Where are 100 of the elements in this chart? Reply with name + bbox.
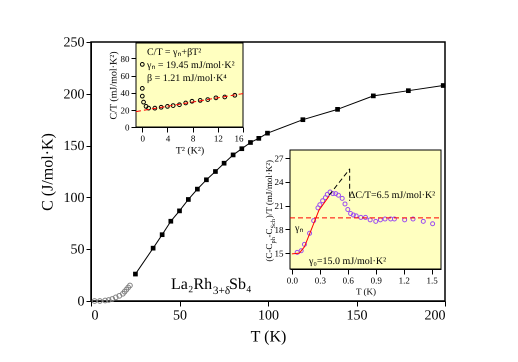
point <box>112 294 119 300</box>
point <box>348 210 354 216</box>
x-tick-label: 0.0 <box>286 276 298 286</box>
annotation: γₙ <box>294 223 304 234</box>
x-axis-title: T (K) <box>356 286 376 296</box>
point <box>186 197 191 202</box>
y-tick-label: 24 <box>274 177 284 188</box>
point <box>168 218 174 224</box>
point <box>410 216 416 222</box>
point <box>230 152 236 158</box>
point <box>109 296 116 302</box>
point <box>300 117 306 122</box>
x-tick-label: 0.3 <box>314 276 326 286</box>
point <box>298 248 304 254</box>
x-tick-label: 16 <box>234 134 244 144</box>
point <box>406 88 411 94</box>
point <box>140 94 145 99</box>
annotation: γ₀=15.0 mJ/mol·K² <box>308 256 386 267</box>
x-tick-label: 50 <box>173 308 187 324</box>
point <box>388 216 394 222</box>
x-axis-title: T² (K²) <box>176 146 204 156</box>
annotation: β = 1.21 mJ/mol·K⁴ <box>147 73 228 84</box>
point <box>378 217 383 222</box>
point <box>317 202 322 208</box>
point <box>141 100 146 105</box>
point <box>214 95 218 100</box>
point <box>183 100 188 106</box>
point <box>124 286 130 292</box>
y-tick-label: 0 <box>78 294 84 310</box>
y-tick-label: 20 <box>120 105 130 116</box>
point <box>106 297 112 303</box>
x-tick-label: 12 <box>214 134 223 144</box>
point <box>213 169 218 174</box>
x-axis-title: T (K) <box>250 328 286 346</box>
point <box>97 298 103 304</box>
y-tick-label: 80 <box>120 54 130 64</box>
point <box>170 103 176 108</box>
point <box>146 106 151 111</box>
point <box>140 62 145 67</box>
point <box>392 216 397 222</box>
y-tick-label: 15 <box>274 248 284 259</box>
point <box>420 218 426 224</box>
point <box>205 97 210 102</box>
x-tick-label: 0.9 <box>370 276 382 286</box>
point <box>122 288 128 295</box>
point <box>160 232 164 238</box>
annotation: ΔC/T=6.5 mJ/mol·K² <box>349 190 436 201</box>
point <box>133 272 138 276</box>
point <box>222 94 228 100</box>
y-tick-label: 27 <box>274 153 284 164</box>
point <box>324 192 330 197</box>
y-tick-label: 60 <box>120 71 130 82</box>
point <box>370 94 376 98</box>
point <box>440 83 446 88</box>
point <box>195 186 200 192</box>
point <box>333 191 338 196</box>
point <box>340 196 345 201</box>
point <box>248 140 253 145</box>
point <box>358 214 364 220</box>
point <box>354 213 359 218</box>
x-tick-label: 0 <box>140 134 146 144</box>
point <box>320 198 326 204</box>
point <box>152 106 158 111</box>
point <box>315 205 320 210</box>
point <box>140 86 145 91</box>
x-tick-label: 0 <box>92 308 98 324</box>
point <box>177 102 182 108</box>
point <box>239 146 244 152</box>
point <box>302 242 307 247</box>
point <box>150 246 156 251</box>
point <box>382 216 388 222</box>
point <box>336 192 341 198</box>
y-tick-label: 250 <box>64 36 84 50</box>
y-tick-label: 40 <box>120 88 130 98</box>
x-tick-label: 1.2 <box>398 276 410 286</box>
point <box>368 217 373 222</box>
point <box>330 191 336 196</box>
x-tick-label: 8 <box>190 134 196 144</box>
annotation: γₙ = 19.45 mJ/mol·K² <box>146 60 235 71</box>
y-axis-title: C (J/mol·K) <box>40 133 56 211</box>
x-tick-label: 1.5 <box>426 276 438 286</box>
point <box>307 230 312 236</box>
point <box>102 298 108 304</box>
y-axis-title: C/T (mJ/mol·K²) <box>108 51 120 120</box>
x-tick-label: 200 <box>424 308 446 324</box>
x-tick-label: 0.6 <box>342 276 354 286</box>
point <box>116 292 122 299</box>
point <box>256 136 262 141</box>
point <box>177 208 182 214</box>
point <box>373 218 378 224</box>
point <box>204 177 209 182</box>
y-tick-label: 100 <box>64 190 84 206</box>
point <box>311 218 316 224</box>
point <box>363 214 368 220</box>
point <box>294 250 300 255</box>
point <box>165 104 170 109</box>
point <box>92 298 98 304</box>
point <box>127 282 133 288</box>
point <box>345 207 350 212</box>
x-tick-label: 4 <box>166 134 171 144</box>
